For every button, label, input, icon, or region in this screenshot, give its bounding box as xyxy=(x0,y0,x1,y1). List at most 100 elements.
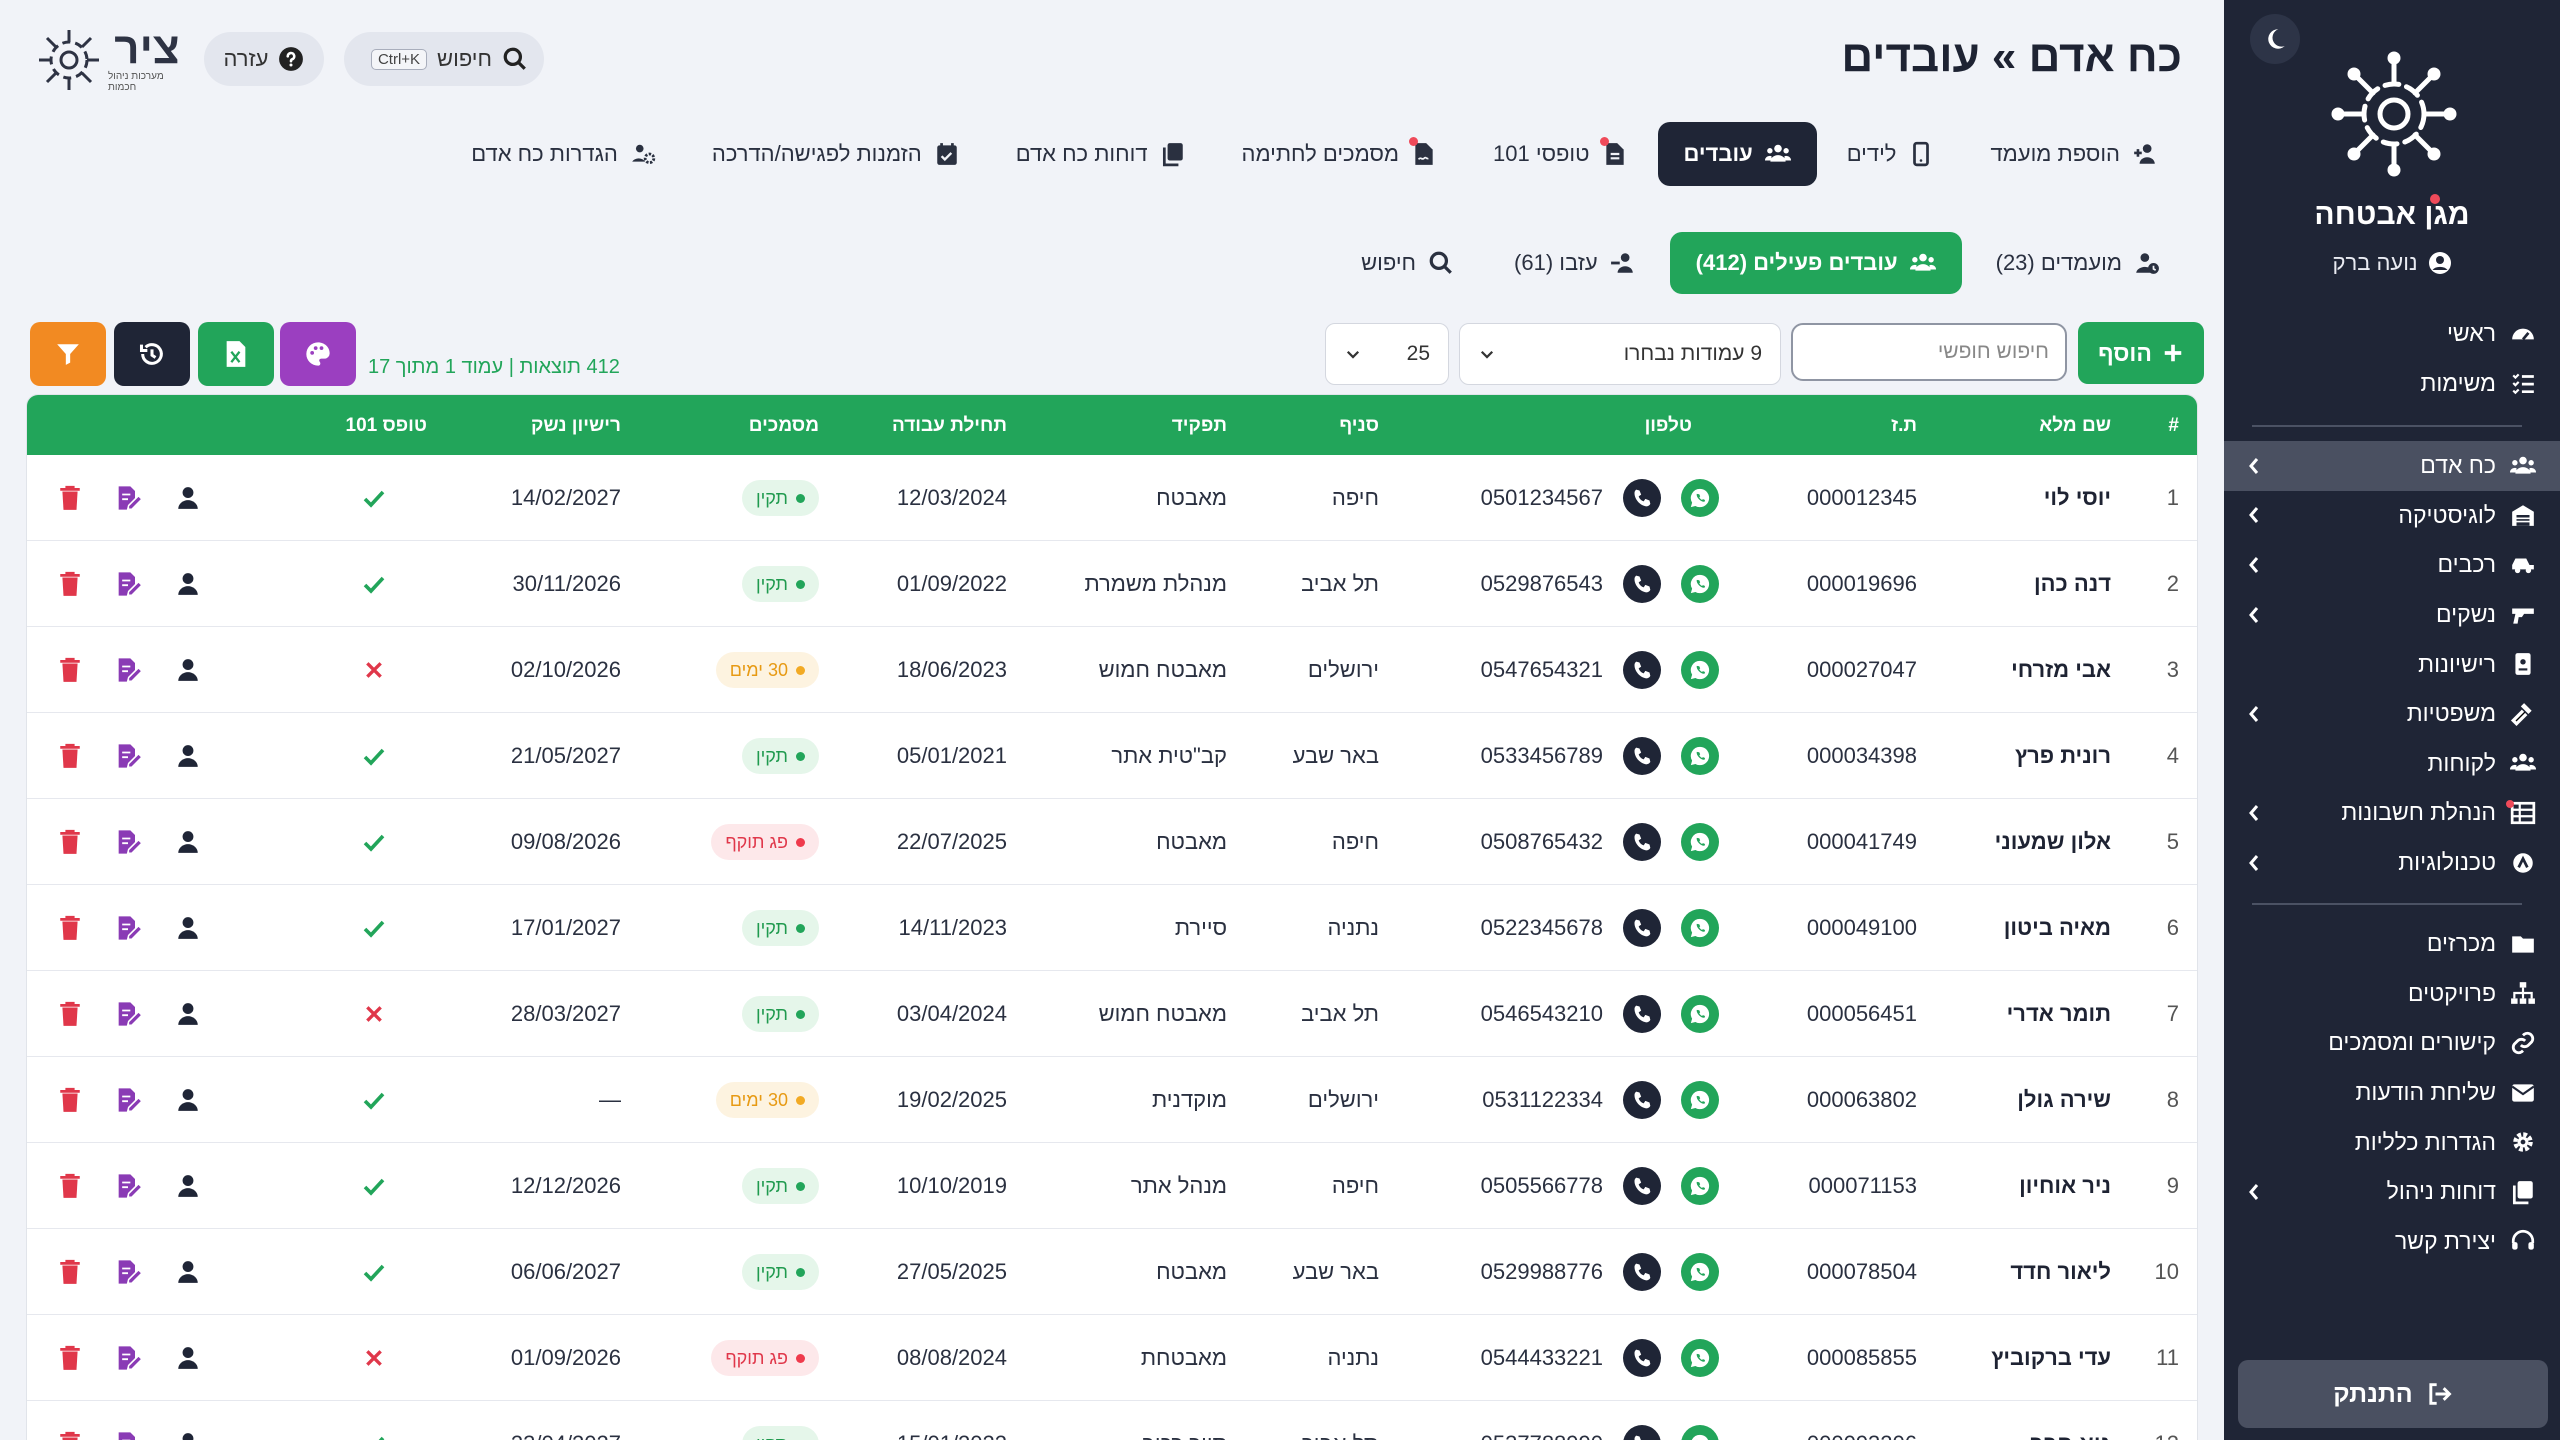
employee-name[interactable]: אבי מזרחי xyxy=(2011,657,2111,682)
call-button[interactable] xyxy=(1623,1425,1661,1440)
delete-employee-button[interactable] xyxy=(55,569,85,599)
history-button[interactable] xyxy=(114,322,190,386)
delete-employee-button[interactable] xyxy=(55,1257,85,1287)
tab-users-gear[interactable]: הגדרות כח אדם xyxy=(445,122,682,186)
whatsapp-button[interactable] xyxy=(1681,1253,1719,1291)
sidebar-item-gun[interactable]: נשקים xyxy=(2224,590,2560,640)
delete-employee-button[interactable] xyxy=(55,483,85,513)
app-logo[interactable]: ציר מערכות ניהול חכמות xyxy=(36,22,186,98)
employee-name[interactable]: ניר אוחיון xyxy=(2019,1173,2111,1198)
sidebar-item-link[interactable]: קישורים ומסמכים xyxy=(2224,1018,2560,1068)
col-header-gun-license[interactable]: רישיון נשק xyxy=(531,415,621,436)
columns-select[interactable]: 9 עמודות נבחרו xyxy=(1459,323,1781,385)
current-user[interactable]: נועה ברק xyxy=(2224,250,2560,276)
view-profile-button[interactable] xyxy=(173,827,203,857)
chevron-left-icon[interactable] xyxy=(2246,853,2262,873)
view-profile-button[interactable] xyxy=(173,741,203,771)
call-button[interactable] xyxy=(1623,1339,1661,1377)
subtab-user-clock[interactable]: מועמדים (23) xyxy=(1970,232,2186,294)
call-button[interactable] xyxy=(1623,565,1661,603)
edit-employee-button[interactable] xyxy=(113,913,143,943)
subtab-user-minus[interactable]: עזבו (61) xyxy=(1488,232,1662,294)
col-header-name[interactable]: שם מלא xyxy=(2039,415,2111,436)
sidebar-item-tech[interactable]: טכנולוגיות xyxy=(2224,838,2560,888)
sidebar-item-id-card[interactable]: רישיונות xyxy=(2224,639,2560,689)
col-header-docs[interactable]: מסמכים xyxy=(748,415,819,436)
view-profile-button[interactable] xyxy=(173,569,203,599)
col-header-id[interactable]: ת.ז xyxy=(1891,415,1917,436)
whatsapp-button[interactable] xyxy=(1681,823,1719,861)
view-profile-button[interactable] xyxy=(173,1257,203,1287)
delete-employee-button[interactable] xyxy=(55,1085,85,1115)
sidebar-item-gauge[interactable]: ראשי xyxy=(2224,309,2560,359)
call-button[interactable] xyxy=(1623,909,1661,947)
tab-calendar-check[interactable]: הזמנות לפגישה/הדרכה xyxy=(686,122,986,186)
edit-employee-button[interactable] xyxy=(113,655,143,685)
delete-employee-button[interactable] xyxy=(55,1171,85,1201)
sidebar-item-ledger[interactable]: הנהלת חשבונות xyxy=(2224,788,2560,838)
call-button[interactable] xyxy=(1623,1253,1661,1291)
col-header-num[interactable]: # xyxy=(2168,415,2179,436)
help-button[interactable]: עזרה xyxy=(204,32,324,86)
whatsapp-button[interactable] xyxy=(1681,737,1719,775)
edit-employee-button[interactable] xyxy=(113,1171,143,1201)
delete-employee-button[interactable] xyxy=(55,741,85,771)
table-row[interactable]: 11 עדי ברקוביץ 000085855 0544433221 נתניה מאב… xyxy=(27,1315,2197,1401)
sidebar-item-users[interactable]: כח אדם xyxy=(2224,441,2560,491)
sidebar-item-copy[interactable]: דוחות ניהול xyxy=(2224,1167,2560,1217)
subtab-search[interactable]: חיפוש xyxy=(1335,232,1480,294)
page-size-select[interactable]: 25 xyxy=(1325,323,1449,385)
edit-employee-button[interactable] xyxy=(113,1085,143,1115)
edit-employee-button[interactable] xyxy=(113,741,143,771)
dark-mode-toggle[interactable] xyxy=(2250,14,2300,64)
whatsapp-button[interactable] xyxy=(1681,479,1719,517)
chevron-left-icon[interactable] xyxy=(2246,803,2262,823)
table-row[interactable]: 4 רונית פרץ 000034398 0533456789 באר שבע קב"ט… xyxy=(27,713,2197,799)
sidebar-item-car[interactable]: רכבים xyxy=(2224,540,2560,590)
call-button[interactable] xyxy=(1623,823,1661,861)
chevron-left-icon[interactable] xyxy=(2246,505,2262,525)
view-profile-button[interactable] xyxy=(173,999,203,1029)
delete-employee-button[interactable] xyxy=(55,827,85,857)
sidebar-item-envelope[interactable]: שליחת הודעות xyxy=(2224,1068,2560,1118)
employee-name[interactable]: מאיה ביטון xyxy=(2003,915,2111,940)
delete-employee-button[interactable] xyxy=(55,1343,85,1373)
employee-name[interactable]: דנה כהן xyxy=(2034,571,2111,596)
call-button[interactable] xyxy=(1623,479,1661,517)
delete-employee-button[interactable] xyxy=(55,1429,85,1440)
tab-mobile[interactable]: לידים xyxy=(1821,122,1961,186)
call-button[interactable] xyxy=(1623,1081,1661,1119)
chevron-left-icon[interactable] xyxy=(2246,1182,2262,1202)
edit-employee-button[interactable] xyxy=(113,1429,143,1440)
view-profile-button[interactable] xyxy=(173,1085,203,1115)
whatsapp-button[interactable] xyxy=(1681,1081,1719,1119)
col-header-form101[interactable]: טופס 101 xyxy=(345,415,427,436)
sidebar-item-headset[interactable]: יצירת קשר xyxy=(2224,1217,2560,1267)
table-row[interactable]: 7 תומר אדרי 000056451 0546543210 תל אביב מאבט… xyxy=(27,971,2197,1057)
table-row[interactable]: 12 גיא חבר 000093206 0537788990 תל אביב סייר … xyxy=(27,1401,2197,1440)
theme-colors-button[interactable] xyxy=(280,322,356,386)
view-profile-button[interactable] xyxy=(173,1343,203,1373)
global-search-button[interactable]: חיפוש Ctrl+K xyxy=(344,32,544,86)
tab-file[interactable]: טופסי 101 xyxy=(1467,122,1653,186)
whatsapp-button[interactable] xyxy=(1681,1425,1719,1440)
view-profile-button[interactable] xyxy=(173,655,203,685)
call-button[interactable] xyxy=(1623,1167,1661,1205)
table-row[interactable]: 3 אבי מזרחי 000027047 0547654321 ירושלים מאבט… xyxy=(27,627,2197,713)
chevron-left-icon[interactable] xyxy=(2246,605,2262,625)
call-button[interactable] xyxy=(1623,995,1661,1033)
employee-name[interactable]: ליאור חדד xyxy=(2010,1259,2111,1284)
whatsapp-button[interactable] xyxy=(1681,1167,1719,1205)
table-row[interactable]: 10 ליאור חדד 000078504 0529988776 באר שבע מאב… xyxy=(27,1229,2197,1315)
chevron-left-icon[interactable] xyxy=(2246,704,2262,724)
employee-name[interactable]: תומר אדרי xyxy=(2006,1001,2111,1026)
table-row[interactable]: 6 מאיה ביטון 000049100 0522345678 נתניה סיירת… xyxy=(27,885,2197,971)
tab-user-plus[interactable]: הוספת מועמד xyxy=(1964,122,2184,186)
employee-name[interactable]: עדי ברקוביץ xyxy=(1991,1345,2111,1370)
chevron-left-icon[interactable] xyxy=(2246,555,2262,575)
employee-name[interactable]: אלון שמעוני xyxy=(1994,829,2111,854)
employee-name[interactable]: גיא חבר xyxy=(2031,1431,2111,1440)
sidebar-item-clients[interactable]: לקוחות xyxy=(2224,739,2560,789)
tab-copy[interactable]: דוחות כח אדם xyxy=(990,122,1212,186)
col-header-branch[interactable]: סניף xyxy=(1339,415,1379,436)
